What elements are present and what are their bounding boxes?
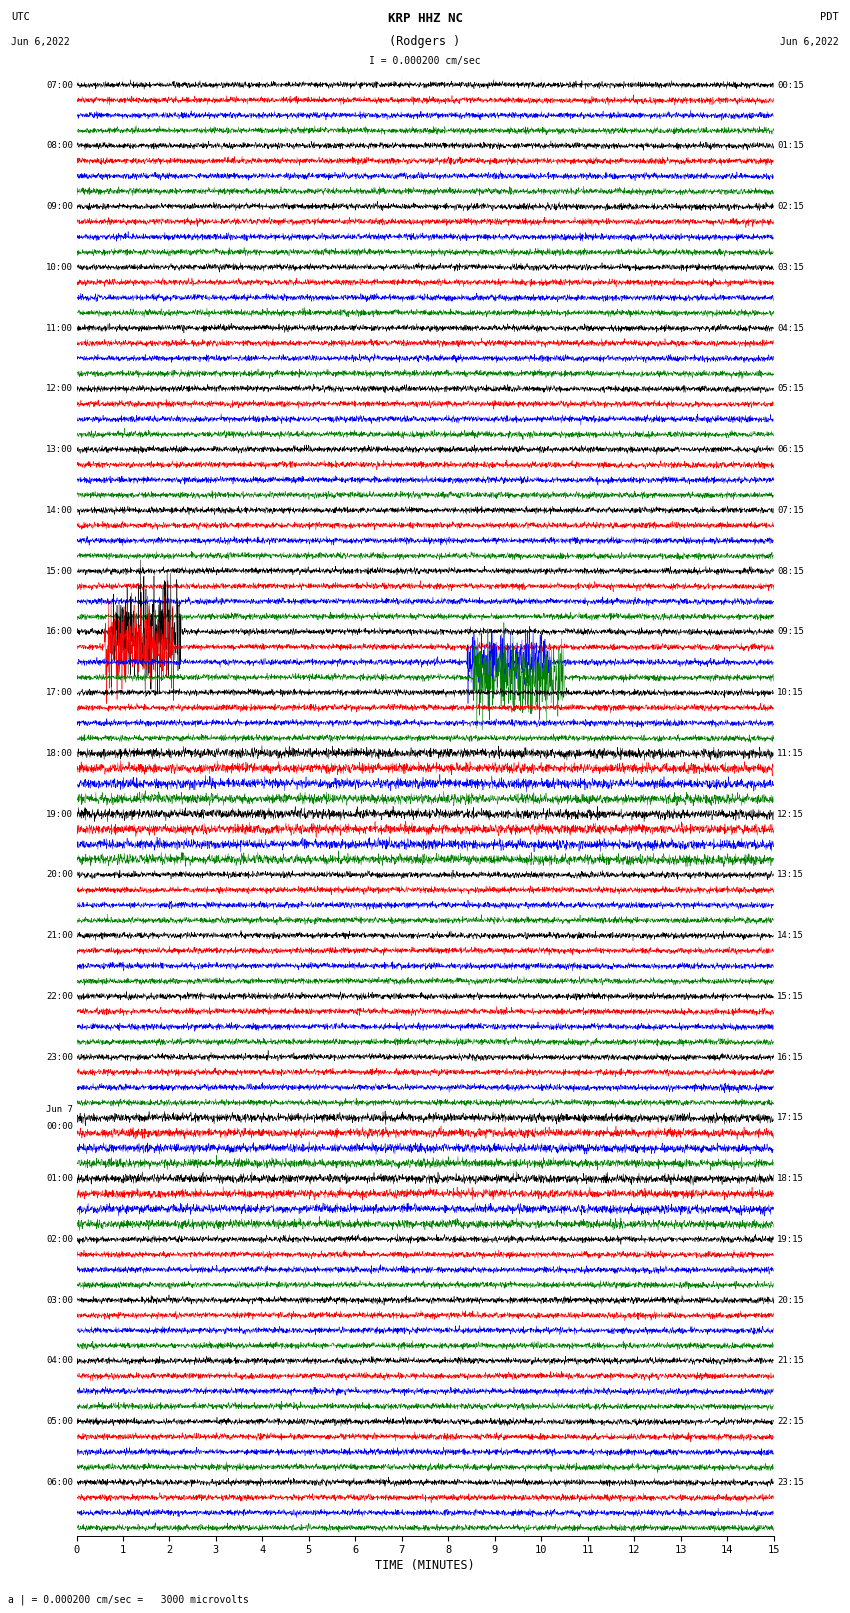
Text: KRP HHZ NC: KRP HHZ NC (388, 11, 462, 24)
Text: 19:15: 19:15 (777, 1236, 804, 1244)
Text: 02:00: 02:00 (46, 1236, 73, 1244)
Text: 07:15: 07:15 (777, 506, 804, 515)
Text: 10:00: 10:00 (46, 263, 73, 271)
Text: UTC: UTC (11, 11, 31, 21)
Text: a | = 0.000200 cm/sec =   3000 microvolts: a | = 0.000200 cm/sec = 3000 microvolts (8, 1594, 249, 1605)
Text: 22:15: 22:15 (777, 1418, 804, 1426)
Text: 09:15: 09:15 (777, 627, 804, 636)
Text: 09:00: 09:00 (46, 202, 73, 211)
Text: 12:15: 12:15 (777, 810, 804, 818)
Text: 11:00: 11:00 (46, 324, 73, 332)
Text: 06:00: 06:00 (46, 1478, 73, 1487)
Text: 16:15: 16:15 (777, 1053, 804, 1061)
Text: 05:15: 05:15 (777, 384, 804, 394)
Text: 16:00: 16:00 (46, 627, 73, 636)
Text: 23:15: 23:15 (777, 1478, 804, 1487)
Text: 08:00: 08:00 (46, 142, 73, 150)
Text: 08:15: 08:15 (777, 566, 804, 576)
Text: Jun 6,2022: Jun 6,2022 (11, 37, 71, 47)
Text: 01:15: 01:15 (777, 142, 804, 150)
Text: 15:00: 15:00 (46, 566, 73, 576)
X-axis label: TIME (MINUTES): TIME (MINUTES) (375, 1560, 475, 1573)
Text: 22:00: 22:00 (46, 992, 73, 1000)
Text: 20:00: 20:00 (46, 871, 73, 879)
Text: 21:00: 21:00 (46, 931, 73, 940)
Text: 03:15: 03:15 (777, 263, 804, 271)
Text: 14:15: 14:15 (777, 931, 804, 940)
Text: PDT: PDT (819, 11, 838, 21)
Text: 00:00: 00:00 (46, 1123, 73, 1131)
Text: 18:00: 18:00 (46, 748, 73, 758)
Text: 12:00: 12:00 (46, 384, 73, 394)
Text: 05:00: 05:00 (46, 1418, 73, 1426)
Text: 23:00: 23:00 (46, 1053, 73, 1061)
Text: 18:15: 18:15 (777, 1174, 804, 1182)
Text: (Rodgers ): (Rodgers ) (389, 35, 461, 48)
Text: 15:15: 15:15 (777, 992, 804, 1000)
Text: 00:15: 00:15 (777, 81, 804, 89)
Text: 11:15: 11:15 (777, 748, 804, 758)
Text: 19:00: 19:00 (46, 810, 73, 818)
Text: 21:15: 21:15 (777, 1357, 804, 1365)
Text: Jun 7: Jun 7 (46, 1105, 73, 1113)
Text: 10:15: 10:15 (777, 689, 804, 697)
Text: 17:00: 17:00 (46, 689, 73, 697)
Text: 20:15: 20:15 (777, 1295, 804, 1305)
Text: 03:00: 03:00 (46, 1295, 73, 1305)
Text: Jun 6,2022: Jun 6,2022 (779, 37, 838, 47)
Text: I = 0.000200 cm/sec: I = 0.000200 cm/sec (369, 56, 481, 66)
Text: 04:00: 04:00 (46, 1357, 73, 1365)
Text: 07:00: 07:00 (46, 81, 73, 89)
Text: 01:00: 01:00 (46, 1174, 73, 1182)
Text: 04:15: 04:15 (777, 324, 804, 332)
Text: 06:15: 06:15 (777, 445, 804, 453)
Text: 02:15: 02:15 (777, 202, 804, 211)
Text: 13:15: 13:15 (777, 871, 804, 879)
Text: 17:15: 17:15 (777, 1113, 804, 1123)
Text: 14:00: 14:00 (46, 506, 73, 515)
Text: 13:00: 13:00 (46, 445, 73, 453)
